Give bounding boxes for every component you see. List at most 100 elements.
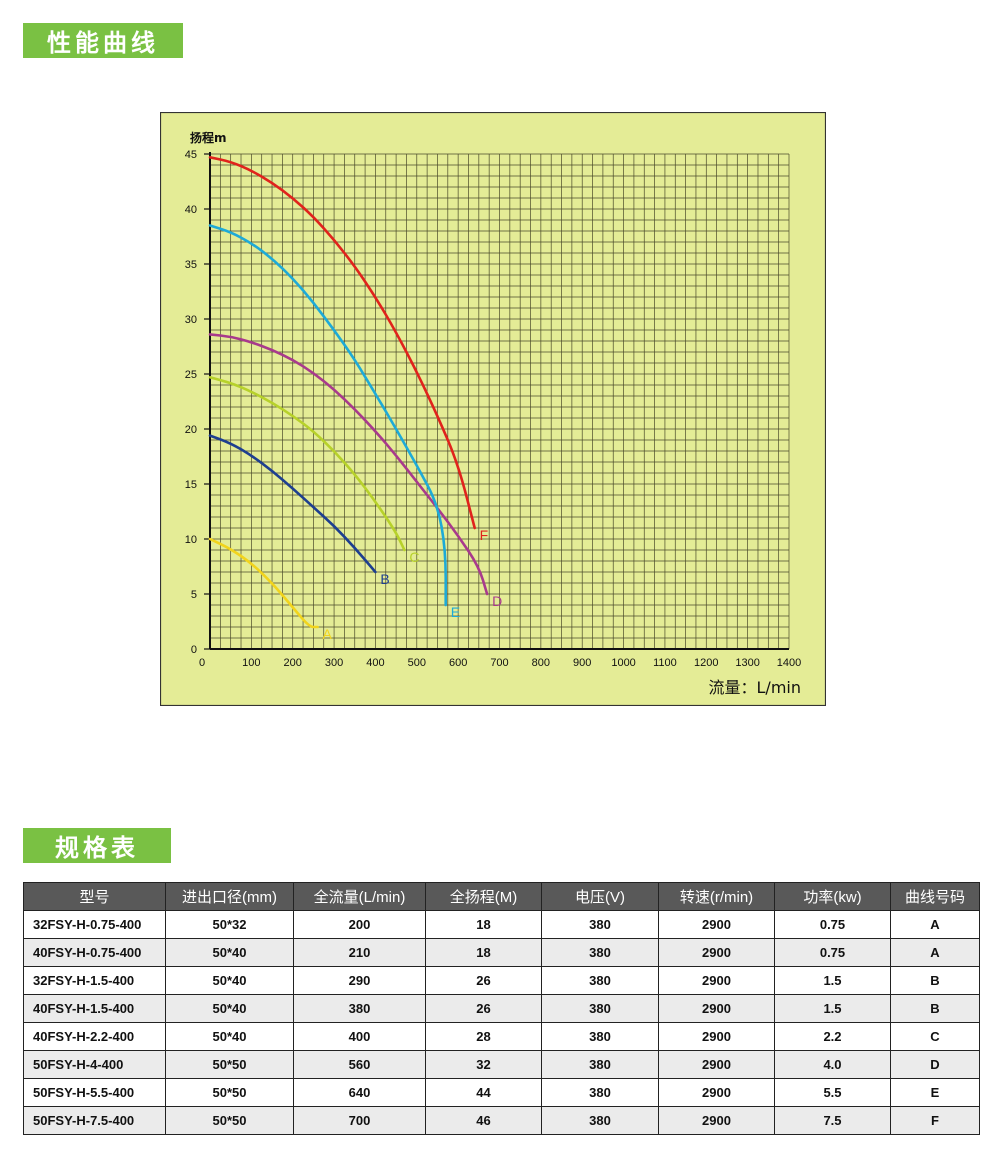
table-cell: 2.2 xyxy=(774,1022,891,1051)
chart-background xyxy=(160,112,826,706)
table-cell: A xyxy=(890,910,980,939)
chart-grid xyxy=(209,153,790,650)
table-row: 32FSY-H-1.5-400 50*40 290 26 380 2900 1.5 B xyxy=(23,966,980,995)
table-cell: 40FSY-H-1.5-400 xyxy=(23,994,166,1023)
table-cell: 44 xyxy=(425,1078,542,1107)
table-cell: 18 xyxy=(425,938,542,967)
table-cell: 2900 xyxy=(658,938,775,967)
table-cell: 380 xyxy=(541,1106,659,1135)
series-line-B xyxy=(208,434,377,574)
chart-svg: 0 5 10 15 20 25 30 35 40 45 0 100 200 300 400 500 600 700… xyxy=(160,112,826,706)
table-cell: C xyxy=(890,1022,980,1051)
table-cell: 46 xyxy=(425,1106,542,1135)
table-header-cell: 型号 xyxy=(23,882,166,911)
table-header-cell: 全扬程(M) xyxy=(425,882,542,911)
table-cell: 26 xyxy=(425,994,542,1023)
y-tick-label: 15 xyxy=(185,479,197,491)
table-cell: 2900 xyxy=(658,966,775,995)
table-cell: 1.5 xyxy=(774,994,891,1023)
table-cell: 380 xyxy=(541,1078,659,1107)
table-cell: 50*40 xyxy=(165,966,294,995)
series-line-F xyxy=(208,156,476,530)
section-title-performance: 性能曲线 xyxy=(23,23,183,58)
series-label-D: D xyxy=(492,593,502,609)
table-cell: 2900 xyxy=(658,1050,775,1079)
y-tick-label: 0 xyxy=(191,644,197,656)
table-cell: 2900 xyxy=(658,1106,775,1135)
table-cell: B xyxy=(890,994,980,1023)
table-header-row: 型号 进出口径(mm) 全流量(L/min) 全扬程(M) 电压(V) 转速(r/min)… xyxy=(23,882,980,911)
table-cell: 0.75 xyxy=(774,938,891,967)
x-tick-label: 0 xyxy=(199,657,205,669)
series-label-B: B xyxy=(380,571,389,587)
y-tick-label: 20 xyxy=(185,424,197,436)
table-cell: 2900 xyxy=(658,1078,775,1107)
table-row: 40FSY-H-1.5-400 50*40 380 26 380 2900 1.5 B xyxy=(23,994,980,1023)
table-row: 32FSY-H-0.75-400 50*32 200 18 380 2900 0.75 A xyxy=(23,910,980,939)
table-row: 50FSY-H-5.5-400 50*50 640 44 380 2900 5.5 E xyxy=(23,1078,980,1107)
table-cell: 5.5 xyxy=(774,1078,891,1107)
x-tick-label: 500 xyxy=(408,657,426,669)
table-cell: 50*40 xyxy=(165,1022,294,1051)
table-cell: 32FSY-H-1.5-400 xyxy=(23,966,166,995)
y-tick-label: 25 xyxy=(185,369,197,381)
table-cell: E xyxy=(890,1078,980,1107)
table-cell: 1.5 xyxy=(774,966,891,995)
table-cell: 560 xyxy=(293,1050,426,1079)
x-tick-label: 100 xyxy=(242,657,260,669)
series-label-C: C xyxy=(409,549,419,565)
x-tick-label: 200 xyxy=(284,657,302,669)
table-cell: 2900 xyxy=(658,1022,775,1051)
x-tick-label: 600 xyxy=(449,657,467,669)
table-cell: 380 xyxy=(541,1022,659,1051)
table-cell: 50FSY-H-4-400 xyxy=(23,1050,166,1079)
spec-table: 型号 进出口径(mm) 全流量(L/min) 全扬程(M) 电压(V) 转速(r/min)… xyxy=(23,882,980,1135)
series-label-F: F xyxy=(480,527,489,543)
x-tick-label: 1200 xyxy=(694,657,718,669)
table-cell: 50*40 xyxy=(165,938,294,967)
table-cell: 50FSY-H-5.5-400 xyxy=(23,1078,166,1107)
y-tick-label: 35 xyxy=(185,259,197,271)
table-cell: 380 xyxy=(541,1050,659,1079)
table-row: 50FSY-H-4-400 50*50 560 32 380 2900 4.0 D xyxy=(23,1050,980,1079)
series-label-E: E xyxy=(451,604,460,620)
y-tick-label: 10 xyxy=(185,534,197,546)
table-row: 40FSY-H-2.2-400 50*40 400 28 380 2900 2.2 C xyxy=(23,1022,980,1051)
table-cell: 50*32 xyxy=(165,910,294,939)
table-cell: 400 xyxy=(293,1022,426,1051)
series-label-A: A xyxy=(323,626,333,642)
series-line-C xyxy=(208,376,406,552)
table-cell: 50*40 xyxy=(165,994,294,1023)
section-title-specs: 规格表 xyxy=(23,828,171,863)
table-cell: 290 xyxy=(293,966,426,995)
table-cell: 40FSY-H-0.75-400 xyxy=(23,938,166,967)
table-cell: 380 xyxy=(541,938,659,967)
table-header-cell: 功率(kw) xyxy=(774,882,891,911)
y-tick-label: 40 xyxy=(185,204,197,216)
x-axis-label: 流量：L/min xyxy=(709,678,801,697)
x-tick-label: 400 xyxy=(366,657,384,669)
table-header-cell: 转速(r/min) xyxy=(658,882,775,911)
table-cell: 7.5 xyxy=(774,1106,891,1135)
table-cell: 210 xyxy=(293,938,426,967)
table-cell: 0.75 xyxy=(774,910,891,939)
table-cell: 380 xyxy=(541,966,659,995)
x-tick-label: 1100 xyxy=(653,657,677,669)
table-row: 50FSY-H-7.5-400 50*50 700 46 380 2900 7.5 F xyxy=(23,1106,980,1135)
x-tick-label: 700 xyxy=(490,657,508,669)
table-cell: F xyxy=(890,1106,980,1135)
table-cell: 32 xyxy=(425,1050,542,1079)
x-tick-label: 300 xyxy=(325,657,343,669)
table-cell: A xyxy=(890,938,980,967)
table-cell: 4.0 xyxy=(774,1050,891,1079)
series-line-D xyxy=(208,333,489,596)
table-cell: 32FSY-H-0.75-400 xyxy=(23,910,166,939)
table-header-cell: 曲线号码 xyxy=(890,882,980,911)
table-cell: 18 xyxy=(425,910,542,939)
table-cell: 50*50 xyxy=(165,1078,294,1107)
y-tick-label: 30 xyxy=(185,314,197,326)
series-line-E xyxy=(208,224,447,607)
table-header-cell: 电压(V) xyxy=(541,882,659,911)
y-tick-label: 45 xyxy=(185,149,197,161)
y-axis-label: 扬程m xyxy=(190,130,227,145)
